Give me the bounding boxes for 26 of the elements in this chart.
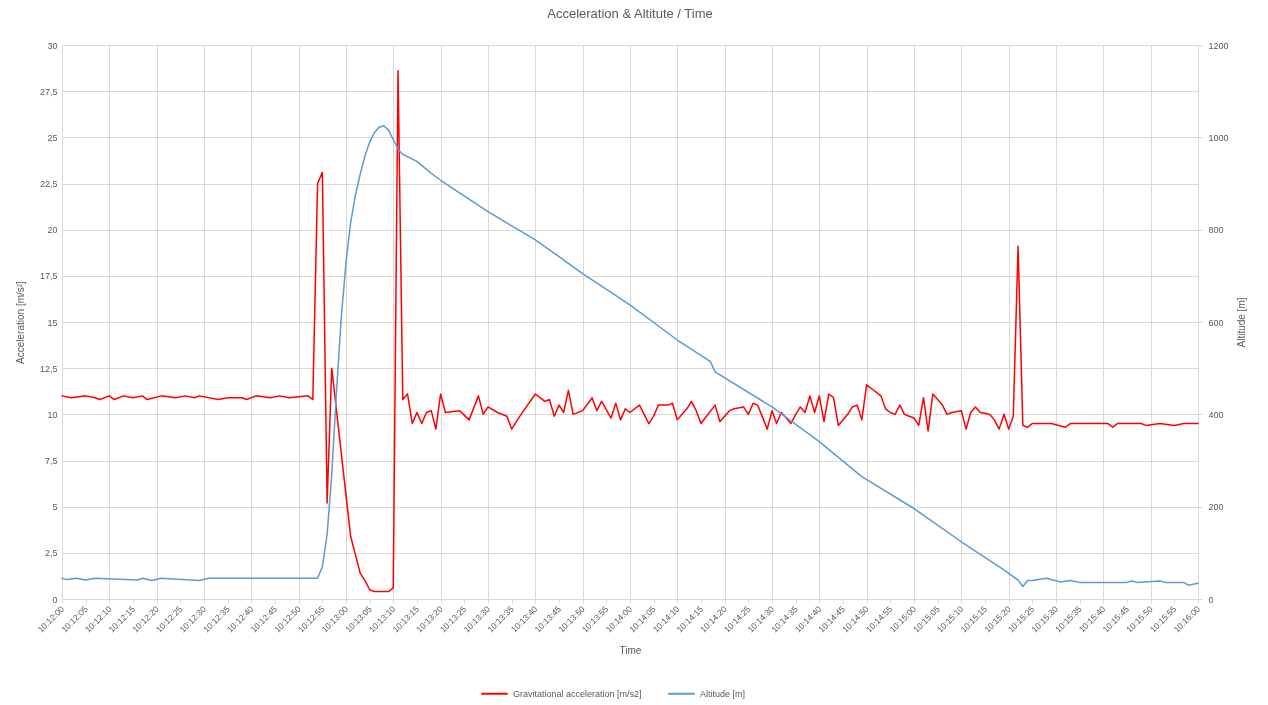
y2-tick-label: 400 <box>1208 409 1224 420</box>
y-tick-label: 0 <box>52 594 58 605</box>
y-tick-label: 5 <box>52 502 58 513</box>
y-tick-label: 22,5 <box>39 179 58 189</box>
y2-tick-label: 1000 <box>1208 132 1229 143</box>
y2-tick-label: 0 <box>1208 594 1214 605</box>
y2-tick-label: 1200 <box>1208 40 1229 51</box>
y-tick-label: 10 <box>47 409 58 420</box>
y-tick-label: 20 <box>47 225 58 236</box>
y2-tick-label: 600 <box>1208 317 1224 328</box>
y2-axis-title: Altitude [m] <box>1235 297 1247 348</box>
y-axis-title: Acceleration [m/s²] <box>14 280 26 364</box>
y-tick-label: 15 <box>47 317 58 328</box>
y-tick-label: 25 <box>47 132 58 143</box>
y-tick-label: 2,5 <box>44 548 58 559</box>
y-tick-label: 30 <box>47 40 58 51</box>
x-axis-title: Time <box>619 645 642 657</box>
legend-label: Altitude [m] <box>700 688 746 699</box>
y2-tick-label: 200 <box>1208 502 1224 513</box>
y-tick-label: 27,5 <box>39 86 58 97</box>
y2-tick-label: 800 <box>1208 225 1224 236</box>
y-tick-label: 7,5 <box>44 456 58 466</box>
y-tick-label: 12,5 <box>39 363 58 374</box>
chart-title: Acceleration & Altitute / Time <box>547 6 713 21</box>
y-tick-label: 17,5 <box>39 271 58 282</box>
legend-label: Gravitational acceleration [m/s2] <box>513 688 642 699</box>
